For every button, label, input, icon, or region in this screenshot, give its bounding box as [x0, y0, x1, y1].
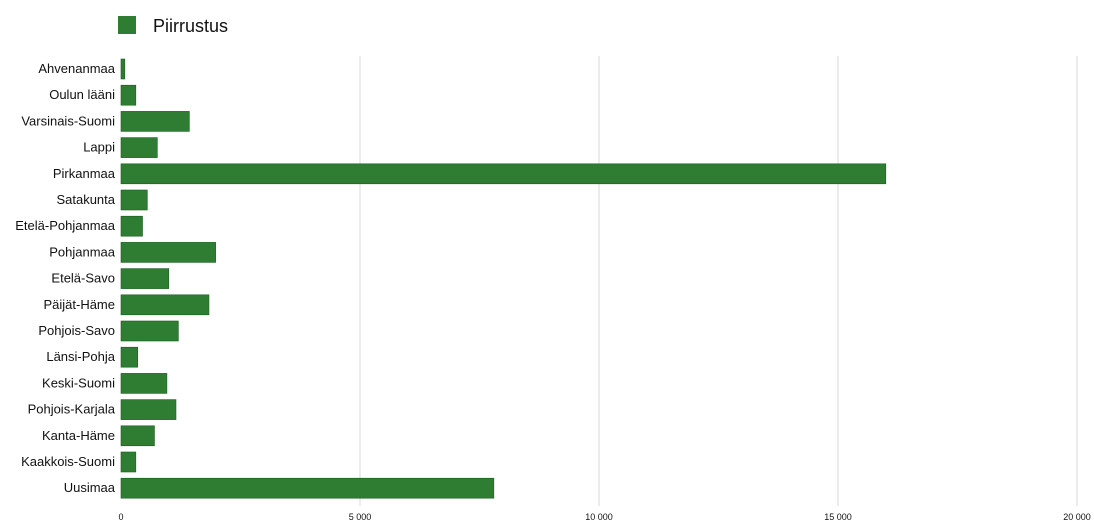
bar-etelä-pohjanmaa	[120, 215, 143, 237]
category-label: Oulun lääni	[49, 87, 115, 102]
bar-keski-suomi	[120, 373, 168, 394]
category-label: Kanta-Häme	[42, 428, 115, 443]
category-label: Keski-Suomi	[42, 375, 115, 390]
bar-varsinais-suomi	[120, 111, 190, 132]
category-label: Uusimaa	[64, 480, 116, 495]
bar-pirkanmaa	[120, 163, 887, 185]
legend-label: Piirrustus	[153, 16, 228, 36]
gridlines	[359, 56, 1078, 506]
bar-päijät-häme	[120, 294, 210, 316]
category-label: Varsinais-Suomi	[21, 113, 115, 128]
category-label: Ahvenanmaa	[38, 61, 115, 76]
category-label: Pirkanmaa	[53, 166, 116, 181]
legend: Piirrustus	[118, 16, 228, 36]
category-label: Satakunta	[56, 192, 115, 207]
x-tick-label: 20 000	[1063, 512, 1091, 522]
bar-lappi	[120, 137, 158, 158]
x-tick-label: 0	[118, 512, 123, 522]
bar-pohjois-savo	[120, 320, 179, 342]
bar-kanta-häme	[120, 425, 155, 447]
bar-satakunta	[120, 189, 148, 211]
category-label: Etelä-Pohjanmaa	[15, 218, 115, 233]
x-axis-tick-labels: 0 5 000 10 000 15 000 20 000	[118, 512, 1090, 522]
legend-swatch	[118, 16, 136, 34]
category-label: Lappi	[83, 140, 115, 155]
bar-oulun-lääni	[120, 84, 137, 106]
bars	[120, 58, 887, 499]
bar-pohjanmaa	[120, 242, 216, 263]
bar-länsi-pohja	[120, 346, 139, 368]
category-label: Pohjanmaa	[49, 244, 116, 259]
bar-uusimaa	[120, 477, 495, 499]
category-label: Länsi-Pohja	[46, 349, 115, 364]
bar-pohjois-karjala	[120, 399, 177, 420]
bar-ahvenanmaa	[120, 58, 126, 80]
category-label: Etelä-Savo	[51, 271, 115, 286]
bar-etelä-savo	[120, 268, 170, 289]
x-tick-label: 5 000	[349, 512, 372, 522]
bar-kaakkois-suomi	[120, 451, 137, 473]
category-labels: Ahvenanmaa Oulun lääni Varsinais-Suomi Lapp…	[15, 61, 116, 495]
category-label: Päijät-Häme	[43, 297, 115, 312]
category-label: Kaakkois-Suomi	[21, 454, 115, 469]
x-tick-label: 10 000	[585, 512, 613, 522]
category-label: Pohjois-Savo	[38, 323, 115, 338]
category-label: Pohjois-Karjala	[28, 402, 116, 417]
x-tick-label: 15 000	[824, 512, 852, 522]
